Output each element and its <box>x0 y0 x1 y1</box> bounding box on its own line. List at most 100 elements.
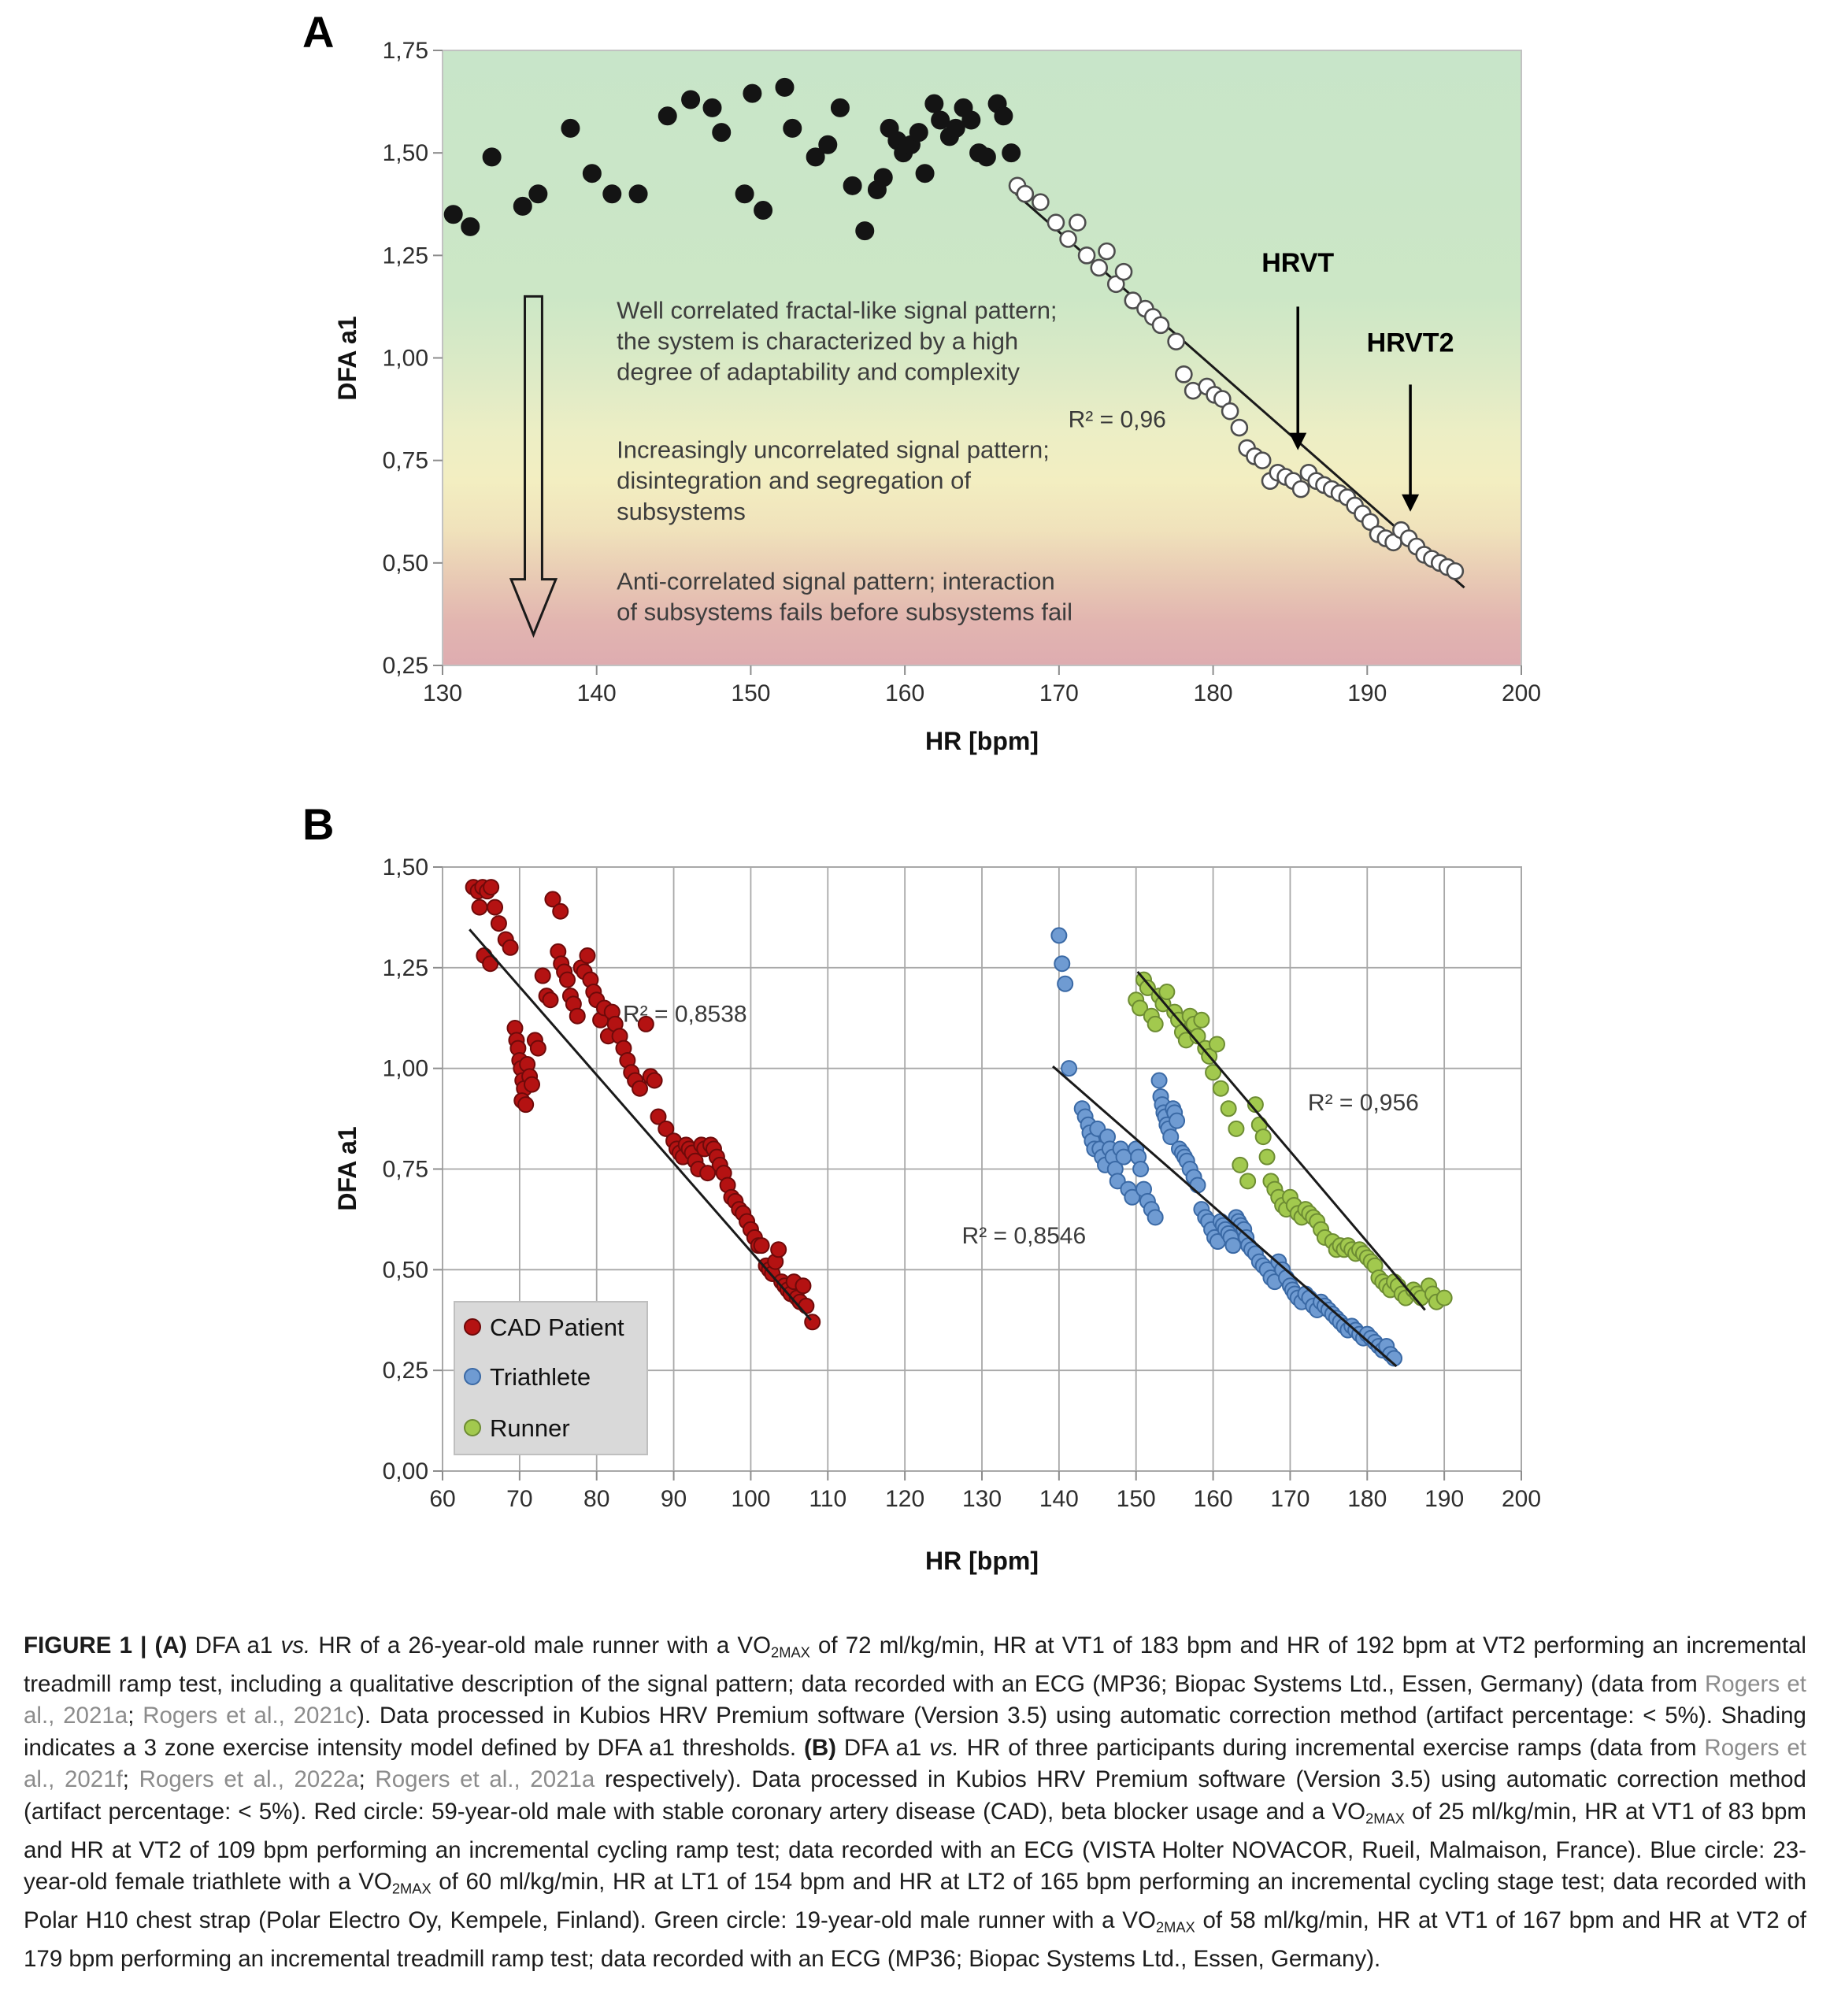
data-point <box>1032 193 1050 211</box>
zone-annotation-line: Anti-correlated signal pattern; interact… <box>617 567 1055 595</box>
data-point <box>1069 213 1087 232</box>
data-point <box>931 110 950 130</box>
legend-marker-cad-patient <box>464 1318 481 1336</box>
data-point <box>1169 1112 1186 1129</box>
data-point <box>1059 230 1077 248</box>
data-point <box>1061 1060 1078 1077</box>
caption-segment: Rogers et al., 2021a <box>24 1670 1806 1729</box>
y-tick-label: 0,75 <box>383 1157 428 1183</box>
data-point <box>1114 262 1133 281</box>
y-tick-label: 0,25 <box>383 1358 428 1384</box>
data-point <box>976 147 996 167</box>
data-point <box>1139 979 1156 996</box>
data-point <box>783 118 802 138</box>
trendline <box>469 928 812 1321</box>
data-point <box>1050 927 1068 944</box>
data-point <box>1230 418 1249 437</box>
y-tick-label: 1,00 <box>383 346 428 372</box>
caption-segment: HR of three participants during incremen… <box>958 1734 1705 1761</box>
data-point <box>1151 316 1170 335</box>
y-tick-label: 1,25 <box>383 243 428 269</box>
data-point <box>1147 1015 1164 1032</box>
data-point <box>487 899 504 916</box>
data-point <box>1228 1120 1245 1137</box>
caption-segment: Rogers et al., 2021c <box>143 1703 357 1729</box>
data-point <box>1224 1237 1242 1254</box>
data-point <box>946 118 965 138</box>
y-tick-label: 1,50 <box>383 140 428 166</box>
data-point <box>1189 1177 1206 1194</box>
data-point <box>529 1040 546 1057</box>
y-tick-label: 0,25 <box>383 653 428 679</box>
data-point <box>681 90 701 109</box>
legend-marker-runner <box>464 1419 481 1436</box>
data-point <box>483 879 500 896</box>
caption-segment: ; <box>128 1703 143 1729</box>
panel-a-letter: A <box>302 7 335 57</box>
data-point <box>798 1297 815 1314</box>
caption-segment: ; <box>358 1766 376 1793</box>
data-point <box>628 184 648 204</box>
data-point <box>1435 1289 1453 1306</box>
caption-segment: (B) <box>804 1734 844 1761</box>
data-point <box>517 1096 535 1114</box>
x-axis-label: HR [bpm] <box>925 1547 1039 1575</box>
x-tick-label: 170 <box>1039 680 1079 706</box>
x-tick-label: 180 <box>1194 680 1233 706</box>
y-tick-label: 0,75 <box>383 448 428 474</box>
caption-segment: vs. <box>929 1734 959 1761</box>
data-point <box>1077 246 1096 265</box>
zone-annotation-line: Increasingly uncorrelated signal pattern… <box>617 436 1050 464</box>
data-point <box>753 1237 770 1254</box>
data-point <box>1147 1209 1164 1226</box>
data-point <box>471 899 488 916</box>
r-squared-label: R² = 0,8538 <box>623 1002 747 1028</box>
threshold-label-hrvt2: HRVT2 <box>1367 328 1454 358</box>
data-point <box>646 1072 663 1089</box>
zone-direction-arrow-icon <box>509 295 558 638</box>
data-point <box>490 915 507 932</box>
data-point <box>524 1076 541 1093</box>
data-point <box>702 98 722 117</box>
zone-annotation-line: degree of adaptability and complexity <box>617 358 1020 386</box>
x-tick-label: 150 <box>1117 1486 1156 1512</box>
y-tick-label: 1,25 <box>383 955 428 981</box>
data-point <box>1208 1036 1225 1053</box>
zone-annotation-line: subsystems <box>617 498 746 525</box>
x-tick-label: 70 <box>506 1486 532 1512</box>
trendline <box>1136 970 1426 1311</box>
data-point <box>1220 1100 1237 1117</box>
data-point <box>542 991 559 1009</box>
data-point <box>1221 402 1239 421</box>
caption-segment: 2MAX <box>771 1644 810 1661</box>
data-point <box>502 939 519 956</box>
caption-segment: ). Data processed in Kubios HRV Premium … <box>24 1703 1806 1761</box>
data-point <box>534 967 551 984</box>
r-squared-label: R² = 0,8546 <box>962 1223 1087 1249</box>
y-tick-label: 0,00 <box>383 1458 428 1484</box>
data-point <box>1124 291 1143 309</box>
caption-segment: respectively). Data processed in Kubios … <box>24 1766 1806 1825</box>
trendline <box>1052 1065 1398 1368</box>
data-point <box>830 98 850 117</box>
data-point <box>915 164 935 183</box>
data-point <box>1162 1128 1180 1146</box>
data-point <box>1132 1161 1150 1177</box>
series-above-hrvt-onset-open-white- <box>1008 176 1465 580</box>
data-point <box>528 184 548 204</box>
legend-box <box>454 1301 648 1455</box>
data-point <box>1167 332 1185 350</box>
data-point <box>482 955 499 973</box>
caption-segment: ; <box>122 1766 139 1793</box>
y-tick-label: 0,50 <box>383 1257 428 1283</box>
x-tick-label: 200 <box>1502 680 1541 706</box>
data-point <box>994 106 1013 126</box>
data-point <box>1254 1128 1272 1146</box>
data-point <box>806 147 825 167</box>
data-point <box>873 168 893 187</box>
x-tick-label: 130 <box>962 1486 1002 1512</box>
x-tick-label: 130 <box>423 680 462 706</box>
data-point <box>658 1120 675 1137</box>
data-point <box>735 184 754 204</box>
zone-annotation-line: Well correlated fractal-like signal patt… <box>617 297 1057 324</box>
